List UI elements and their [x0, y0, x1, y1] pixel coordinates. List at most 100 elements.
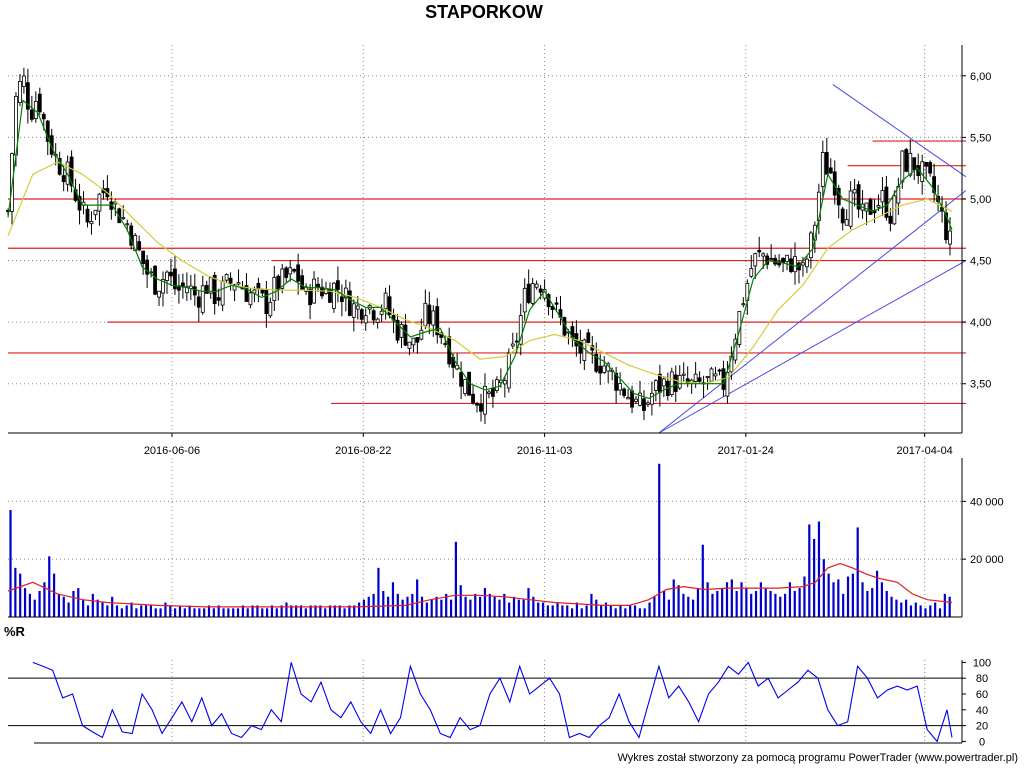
candle-body: [41, 113, 46, 120]
candle-body: [479, 403, 483, 412]
volume-bar: [130, 602, 133, 617]
volume-bar: [377, 567, 380, 617]
candle-body: [805, 258, 809, 268]
volume-bar: [503, 593, 506, 617]
volume-bar: [420, 596, 424, 617]
volume-bar: [270, 605, 274, 617]
candle-body: [93, 209, 98, 216]
candle-body: [884, 186, 889, 218]
candle-body: [415, 337, 420, 343]
volume-bar: [754, 590, 758, 617]
volume-bar: [687, 596, 690, 617]
price-grid: [8, 45, 962, 433]
candle-body: [316, 283, 320, 288]
volume-bar: [721, 588, 724, 617]
volume-bar: [745, 588, 748, 617]
candle-body: [769, 257, 774, 260]
candle-body: [363, 315, 368, 324]
price-y-tick-label: 5,50: [970, 132, 991, 144]
candle-body: [900, 150, 905, 183]
volume-bar: [905, 599, 908, 617]
volume-bar: [798, 588, 801, 617]
volume-bar: [895, 599, 898, 617]
williams-y-tick-label: 80: [976, 673, 988, 685]
candle-body: [296, 264, 301, 282]
volume-y-tick-label: 20 000: [970, 554, 1004, 566]
candle-body: [292, 269, 297, 272]
volume-bar: [604, 602, 608, 617]
candle-body: [343, 287, 348, 299]
volume-bar: [454, 541, 457, 617]
price-x-tick-label: 2016-06-06: [144, 445, 200, 457]
volume-bar: [57, 593, 61, 617]
candle-body: [208, 277, 213, 294]
candle-body: [336, 280, 340, 290]
candle-body: [57, 157, 62, 175]
williams-line: [32, 661, 953, 743]
volume-bar: [82, 599, 85, 617]
candle-body: [260, 289, 265, 294]
candle-body: [256, 282, 261, 289]
volume-bar: [164, 602, 167, 617]
candle-body: [359, 309, 364, 320]
candle-body: [272, 277, 277, 301]
volume-bar: [183, 608, 186, 617]
volume-bar: [943, 593, 946, 617]
volume-bar: [106, 605, 109, 617]
volume-bar: [672, 579, 675, 617]
volume-bar: [387, 596, 390, 617]
candle-body: [828, 167, 833, 174]
candle-body: [749, 268, 754, 277]
volume-bar: [924, 608, 927, 617]
candle-body: [204, 285, 209, 294]
volume-bar: [246, 608, 249, 617]
candle-body: [475, 402, 479, 406]
volume-bar: [19, 573, 22, 617]
candle-body: [18, 80, 22, 104]
volume-bar: [333, 605, 336, 617]
candle-body: [932, 176, 937, 193]
candle-body: [192, 286, 197, 296]
volume-bar: [750, 593, 753, 617]
price-panel: 3,504,004,505,005,506,00 2016-06-06 2016-…: [6, 45, 991, 457]
candle-body: [888, 215, 893, 224]
volume-bar: [111, 596, 114, 617]
candle-body: [387, 296, 392, 315]
volume-bar: [135, 608, 138, 617]
candle-body: [944, 212, 948, 241]
volume-bar: [193, 608, 196, 617]
price-y-tick-label: 4,50: [970, 256, 991, 268]
credit-footer: Wykres został stworzony za pomocą progra…: [617, 752, 1018, 764]
trend-line: [658, 260, 967, 434]
candle-body: [598, 365, 603, 374]
volume-bar: [658, 463, 661, 617]
volume-bar: [706, 582, 709, 617]
candle-body: [820, 152, 825, 187]
candle-body: [395, 319, 400, 341]
candle-body: [248, 292, 253, 306]
volume-bar: [793, 590, 796, 617]
volume-bar: [561, 605, 564, 617]
candle-body: [304, 286, 309, 292]
volume-bar: [416, 579, 419, 617]
volume-bar: [827, 573, 830, 617]
volume-bar: [909, 605, 913, 617]
candle-body: [491, 387, 495, 397]
candle-body: [904, 149, 909, 172]
candle-body: [618, 383, 623, 391]
volume-bar: [120, 608, 123, 617]
williams-reference-lines: [8, 677, 962, 727]
volume-bar: [469, 599, 472, 617]
volume-bar: [662, 590, 666, 617]
price-y-ticks: 3,50 4,00 4,50 5,00 5,50 6,00: [962, 71, 991, 391]
volume-bar: [692, 599, 695, 617]
candle-body: [371, 310, 376, 321]
volume-bar: [464, 596, 467, 617]
candle-body: [212, 274, 217, 305]
volume-bar: [251, 605, 254, 617]
volume-bar: [735, 590, 738, 617]
volume-bar: [411, 593, 414, 617]
candle-body: [61, 175, 66, 183]
volume-bar: [512, 596, 516, 617]
volume-bar: [72, 590, 75, 617]
